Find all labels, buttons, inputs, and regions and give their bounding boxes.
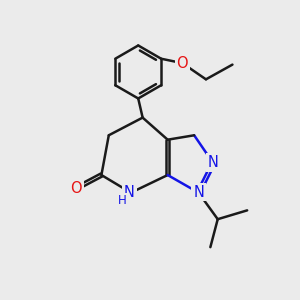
Text: N: N	[124, 184, 135, 200]
Text: N: N	[193, 184, 204, 200]
Text: H: H	[118, 194, 127, 207]
Text: O: O	[177, 56, 188, 70]
Text: O: O	[70, 181, 82, 196]
Text: N: N	[208, 155, 219, 170]
